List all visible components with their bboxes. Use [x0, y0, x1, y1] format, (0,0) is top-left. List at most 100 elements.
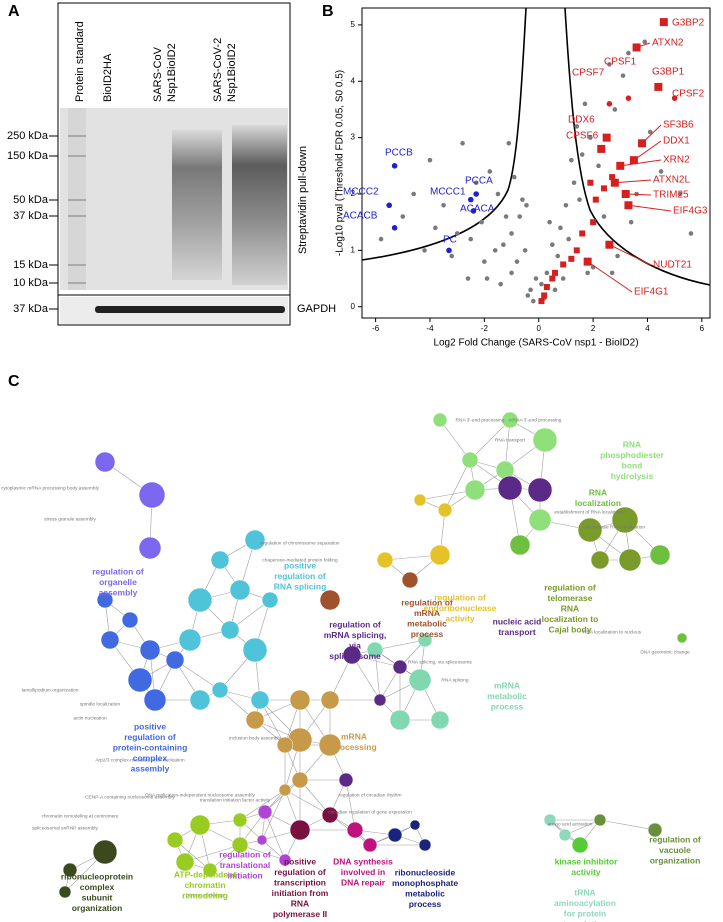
node — [418, 838, 432, 852]
cluster-label: localization to — [542, 614, 599, 624]
cluster-label: RNA splicing — [274, 581, 327, 591]
cluster-label: processing — [331, 742, 376, 752]
node — [497, 475, 523, 501]
edge — [184, 844, 241, 863]
data-point — [607, 62, 612, 67]
marker-label: 150 kDa — [7, 150, 49, 162]
edge — [469, 419, 511, 461]
hit-label: MCCC1 — [430, 187, 466, 198]
threshold-curve — [564, 7, 711, 286]
data-point — [574, 124, 580, 129]
data-point — [626, 50, 631, 56]
cluster-label: metabolic — [405, 888, 445, 898]
hit-point — [470, 208, 477, 214]
cluster-label: transcription — [274, 877, 326, 887]
node — [143, 688, 167, 712]
data-point — [569, 157, 574, 163]
data-point — [427, 157, 433, 163]
blot-label: Streptavidin pull-down — [297, 146, 309, 254]
node — [62, 862, 78, 878]
threshold-curve — [361, 7, 527, 261]
lane-label: Nsp1BioID2 — [226, 43, 238, 102]
leader-line — [633, 140, 662, 161]
cluster-label: aminoacylation — [554, 898, 616, 908]
data-point — [484, 276, 490, 281]
panel-label: A — [8, 3, 20, 20]
node — [590, 550, 610, 570]
cluster-label: protein-containing — [113, 742, 188, 752]
node-label: inclusion body assembly — [229, 735, 282, 741]
cluster-label: positive — [284, 856, 316, 866]
data-point — [465, 276, 471, 281]
data-point — [533, 276, 539, 281]
edge — [239, 789, 286, 821]
hit-point — [606, 101, 613, 107]
node — [210, 550, 230, 570]
hit-label: CPSF1 — [604, 57, 637, 68]
hit-label: ACACB — [343, 211, 378, 222]
ladder-band — [68, 215, 86, 217]
hit-point — [629, 156, 638, 165]
cluster-label: involved in — [341, 867, 385, 877]
edge — [564, 819, 601, 836]
node-label: RNA 3'-end processing — [456, 417, 505, 423]
node — [319, 589, 341, 611]
node — [278, 783, 292, 797]
cluster-label: metabolic — [487, 691, 527, 701]
cluster-label: mRNA splicing, — [324, 630, 387, 640]
x-tick-label: 2 — [591, 324, 596, 333]
panel-label: B — [322, 3, 334, 20]
data-point — [601, 214, 607, 219]
node — [127, 667, 153, 693]
data-point — [582, 101, 588, 107]
hit-label: ACACA — [460, 204, 495, 215]
node — [261, 591, 279, 609]
node — [165, 650, 185, 670]
node — [242, 637, 268, 663]
hit-point — [391, 225, 398, 231]
marker-label: 37 kDa — [13, 303, 49, 315]
hit-point — [587, 179, 594, 186]
data-point — [498, 281, 503, 287]
cluster-label: regulation of — [124, 732, 176, 742]
gapdh-band — [95, 306, 285, 313]
marker-label: 10 kDa — [13, 277, 49, 289]
leader-line — [587, 261, 633, 293]
cluster-label: localization — [575, 498, 621, 508]
cluster-label: endoribonuclease — [424, 603, 497, 613]
node — [244, 529, 266, 551]
cluster-label: kinase inhibitor — [555, 856, 619, 866]
y-tick-label: 5 — [351, 20, 356, 29]
node — [532, 427, 558, 453]
cluster-label: mRNA — [414, 608, 440, 618]
node-label: DNA replication-independent nucleosome a… — [145, 792, 255, 798]
cluster-label: metabolic — [407, 618, 447, 628]
node — [389, 709, 411, 731]
node — [338, 772, 354, 788]
cluster-label: process — [491, 701, 524, 711]
hit-label: PC — [443, 235, 457, 246]
hit-point — [573, 247, 580, 254]
data-point — [411, 191, 416, 197]
node — [96, 591, 114, 609]
data-point — [460, 140, 465, 146]
cluster-label: RNA — [589, 487, 607, 497]
y-tick-label: 2 — [351, 189, 356, 198]
cluster-label: regulation of — [274, 571, 326, 581]
data-point — [433, 225, 438, 231]
cluster-label: transport — [498, 627, 535, 637]
marker-label: 37 kDa — [13, 210, 49, 222]
ladder-band — [68, 135, 86, 137]
node-label: circadian regulation of gene expression — [328, 809, 412, 815]
hit-point — [621, 190, 630, 198]
data-point — [596, 163, 601, 169]
hit-point — [597, 144, 606, 153]
cluster-label: assembly — [131, 763, 170, 773]
y-tick-label: 0 — [351, 302, 356, 311]
node — [202, 862, 218, 878]
data-point — [479, 219, 484, 225]
cluster-label: initiation — [227, 870, 262, 880]
node-label: histone exchange — [186, 892, 224, 898]
lane-label: SARS-CoV — [152, 46, 164, 102]
